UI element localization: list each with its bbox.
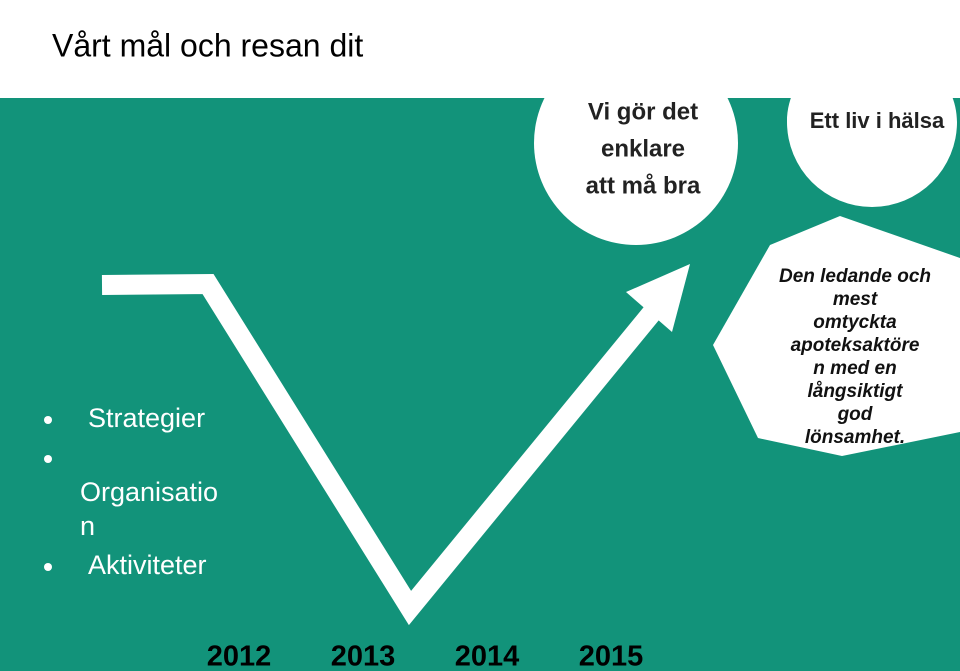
bullet-text: Aktiviteter: [88, 550, 207, 580]
bullet-dot: [44, 455, 52, 463]
goal-line: Den ledande och: [779, 266, 931, 287]
journey-arrow: [101, 273, 668, 626]
slide-title: Vårt mål och resan dit: [52, 27, 363, 63]
circle-line: att må bra: [586, 172, 701, 199]
year-label: 2014: [455, 641, 520, 671]
arrow-head: [626, 264, 690, 332]
goal-line: apoteksaktöre: [791, 335, 920, 356]
goal-text: Den ledande ochmestomtycktaapoteksaktöre…: [779, 266, 931, 448]
bullet-dot: [44, 563, 52, 571]
goal-line: långsiktigt: [807, 381, 903, 402]
goal-line: mest: [833, 289, 878, 310]
drop-line: Ett liv i hälsa: [810, 108, 945, 133]
goal-line: god: [837, 404, 873, 425]
year-label: 2013: [331, 641, 396, 671]
circle-line: enklare: [601, 135, 685, 162]
drop-text: Ett liv i hälsa: [810, 108, 945, 133]
year-axis: 2012 2013 2014 2015: [207, 641, 644, 671]
year-label: 2015: [579, 641, 644, 671]
goal-hexagon: [713, 216, 960, 456]
circle-text: Vi gör det enklare att må bra: [586, 98, 701, 199]
bullet-dot: [44, 416, 52, 424]
bullet-list: Strategier Organisatio n Aktiviteter: [44, 403, 218, 580]
goal-line: lönsamhet.: [805, 427, 905, 448]
circle-line: Vi gör det: [588, 98, 698, 125]
goal-line: n med en: [813, 358, 896, 379]
bullet-text: n: [80, 511, 95, 541]
vision-drop: [787, 3, 957, 207]
year-label: 2012: [207, 641, 272, 671]
bullet-text: Strategier: [88, 403, 205, 433]
bullet-text: Organisatio: [80, 477, 218, 507]
goal-line: omtyckta: [813, 312, 897, 333]
value-circle: [534, 41, 738, 245]
